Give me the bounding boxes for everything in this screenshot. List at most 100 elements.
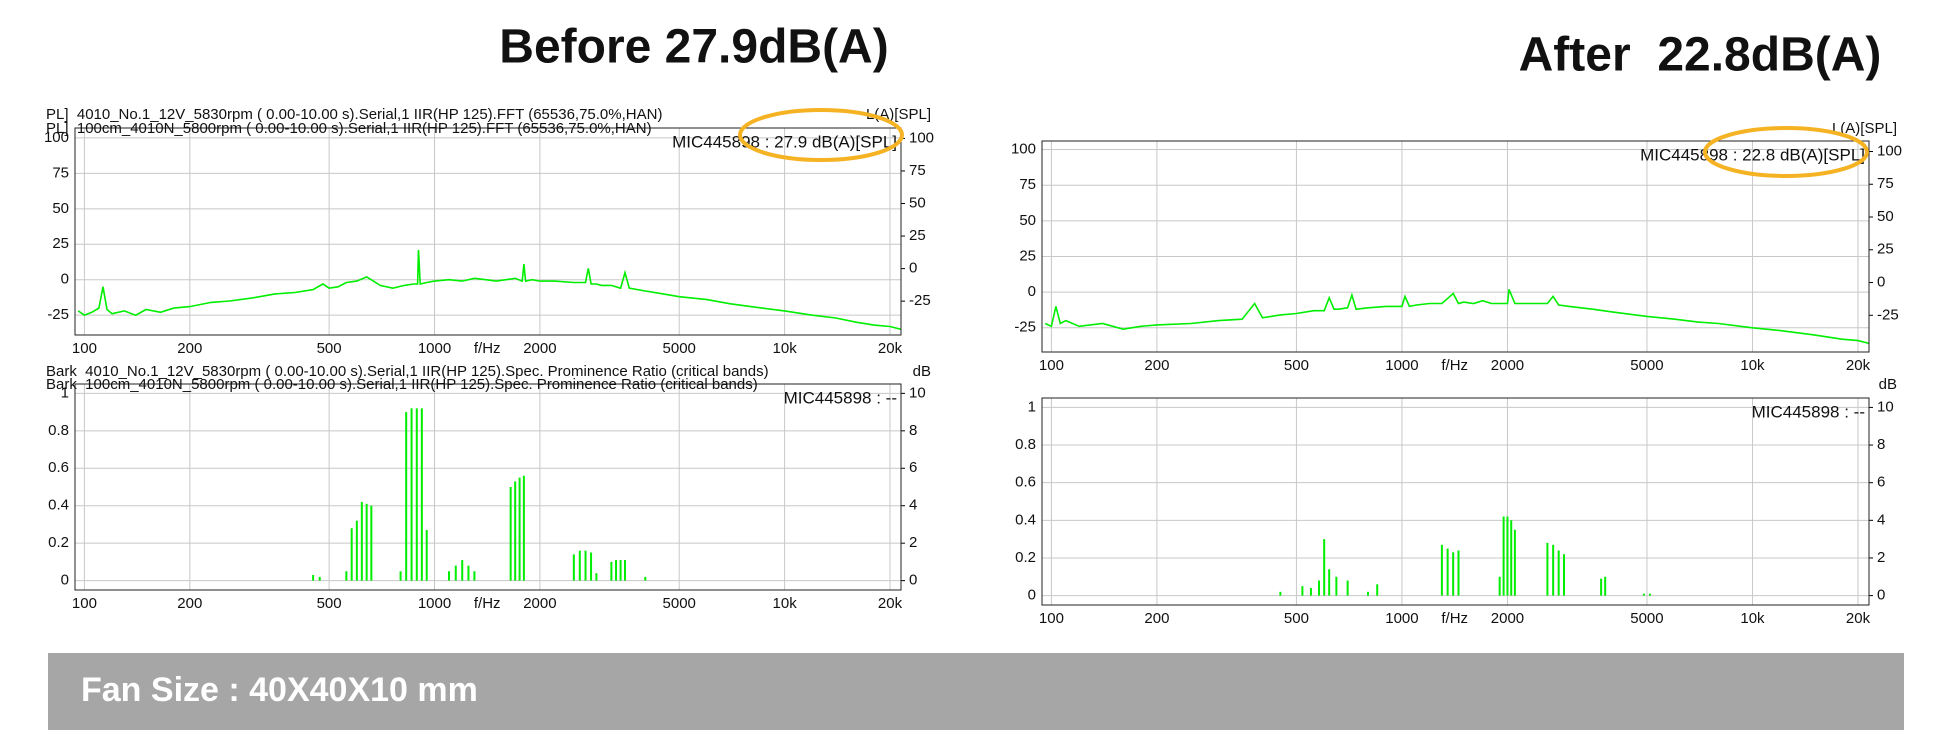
y-tick-label: 0.6 bbox=[48, 459, 69, 476]
bar bbox=[365, 503, 368, 581]
bar bbox=[399, 571, 402, 581]
y2-tick-label: 50 bbox=[909, 194, 926, 211]
bar bbox=[345, 571, 348, 581]
x-tick-label: 2000 bbox=[1491, 610, 1524, 627]
footer-text: Fan Size : 40X40X10 mm bbox=[81, 671, 478, 709]
bar bbox=[410, 408, 413, 581]
bar bbox=[1510, 520, 1513, 596]
bar bbox=[1563, 554, 1566, 596]
heading-after: After 22.8dB(A) bbox=[1519, 29, 1882, 82]
y-tick-label: 100 bbox=[44, 129, 69, 146]
bar bbox=[1440, 544, 1443, 596]
footer-band bbox=[48, 653, 1904, 730]
highlight-ring bbox=[738, 108, 904, 162]
y2-tick-label: 25 bbox=[909, 227, 926, 244]
bar bbox=[1323, 539, 1326, 596]
bar bbox=[514, 481, 517, 581]
y-tick-label: 75 bbox=[52, 164, 69, 181]
bar bbox=[1376, 584, 1379, 596]
x-tick-label: 100 bbox=[72, 340, 97, 357]
y2-tick-label: 100 bbox=[909, 129, 934, 146]
bar bbox=[350, 528, 353, 581]
y-tick-label: 1 bbox=[61, 384, 69, 401]
bar bbox=[1546, 542, 1549, 596]
y2-tick-label: 0 bbox=[909, 572, 917, 589]
bar bbox=[584, 550, 587, 581]
bar bbox=[1318, 580, 1321, 596]
x-tick-label: 20k bbox=[878, 595, 903, 612]
y2-tick-label: 8 bbox=[909, 422, 917, 439]
x-tick-label: 500 bbox=[1284, 357, 1309, 374]
bar bbox=[1328, 569, 1331, 596]
bar bbox=[578, 550, 581, 581]
y-tick-label: 50 bbox=[1019, 212, 1036, 229]
y-tick-label: 0.8 bbox=[1015, 436, 1036, 453]
y-tick-label: 25 bbox=[52, 235, 69, 252]
y-tick-label: 0.2 bbox=[1015, 549, 1036, 566]
x-tick-label: 1000 bbox=[418, 340, 451, 357]
x-axis-label: f/Hz bbox=[1441, 357, 1468, 374]
bar bbox=[1502, 516, 1505, 596]
spectrum-line bbox=[77, 249, 902, 331]
y-tick-label: 100 bbox=[1011, 141, 1036, 158]
chart-header-right: L(A)[SPL] bbox=[866, 106, 931, 123]
bar bbox=[1457, 550, 1460, 596]
bar bbox=[448, 571, 451, 581]
x-tick-label: 200 bbox=[1144, 610, 1169, 627]
y2-tick-label: 4 bbox=[1877, 511, 1885, 528]
bar bbox=[1604, 576, 1607, 596]
bar bbox=[1309, 588, 1312, 596]
bar bbox=[1446, 548, 1449, 596]
x-axis-label: f/Hz bbox=[474, 340, 501, 357]
x-tick-label: 20k bbox=[1846, 610, 1871, 627]
x-tick-label: 100 bbox=[1039, 357, 1064, 374]
y-tick-label: 0.2 bbox=[48, 534, 69, 551]
bar bbox=[461, 560, 464, 581]
x-tick-label: 20k bbox=[1846, 357, 1871, 374]
x-tick-label: 10k bbox=[773, 340, 798, 357]
chart-header-right: L(A)[SPL] bbox=[1832, 120, 1897, 137]
x-tick-label: 200 bbox=[177, 340, 202, 357]
x-tick-label: 200 bbox=[1144, 357, 1169, 374]
bar bbox=[1552, 544, 1555, 596]
y2-tick-label: 6 bbox=[909, 459, 917, 476]
bar bbox=[518, 477, 521, 581]
annotation: MIC445898 : 22.8 dB(A)[SPL] bbox=[1640, 145, 1865, 164]
y2-tick-label: 8 bbox=[1877, 436, 1885, 453]
heading-before: Before 27.9dB(A) bbox=[499, 21, 888, 74]
y2-tick-label: 0 bbox=[1877, 587, 1885, 604]
y-tick-label: 50 bbox=[52, 200, 69, 217]
x-tick-label: 100 bbox=[1039, 610, 1064, 627]
x-tick-label: 2000 bbox=[523, 340, 556, 357]
chart-header: PL] 4010_No.1_12V_5830rpm ( 0.00-10.00 s… bbox=[46, 106, 662, 123]
x-tick-label: 5000 bbox=[663, 340, 696, 357]
y2-tick-label: 0 bbox=[1877, 274, 1885, 291]
x-tick-label: 10k bbox=[773, 595, 798, 612]
y-tick-label: 0 bbox=[1028, 587, 1036, 604]
x-tick-label: 2000 bbox=[1491, 357, 1524, 374]
chart-header: Bark 4010_No.1_12V_5830rpm ( 0.00-10.00 … bbox=[46, 363, 769, 380]
bar bbox=[590, 552, 593, 581]
chart-header: PL] 100cm_4010N_5800rpm ( 0.00-10.00 s).… bbox=[46, 120, 652, 137]
spectrum-line bbox=[1044, 288, 1870, 345]
bar bbox=[1648, 593, 1651, 596]
x-tick-label: 1000 bbox=[1385, 357, 1418, 374]
y2-tick-label: 100 bbox=[1877, 142, 1902, 159]
bar bbox=[1335, 576, 1338, 596]
bar bbox=[467, 565, 470, 581]
bar bbox=[623, 560, 626, 581]
y-tick-label: -25 bbox=[47, 306, 69, 323]
y2-tick-label: 50 bbox=[1877, 208, 1894, 225]
bar bbox=[595, 573, 598, 581]
bar bbox=[1279, 591, 1282, 596]
y2-tick-label: 75 bbox=[909, 162, 926, 179]
y-tick-label: 0.4 bbox=[48, 497, 69, 514]
y2-tick-label: 0 bbox=[909, 260, 917, 277]
bar bbox=[522, 475, 525, 581]
x-tick-label: 20k bbox=[878, 340, 903, 357]
bar bbox=[1600, 578, 1603, 596]
y2-tick-label: 10 bbox=[1877, 398, 1894, 415]
y-tick-label: 0 bbox=[61, 271, 69, 288]
annotation: MIC445898 : -- bbox=[784, 388, 897, 407]
